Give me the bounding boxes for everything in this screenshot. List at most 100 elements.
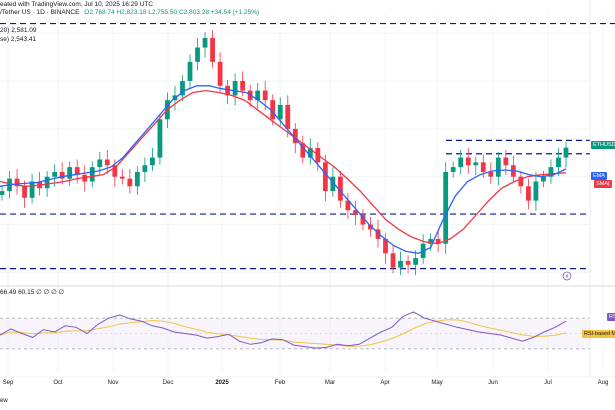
ema-legend[interactable]: 20) 2,581.09 [0,27,40,35]
rsi-legend-text: 66.49 60.15 ∅ ∅ ∅ ∅ [0,289,65,296]
candle-body [112,165,118,177]
candle-body [52,171,58,177]
sma-legend[interactable]: se) 2,543.41 [0,36,39,44]
candle-body [232,81,238,96]
x-axis-label: Nov [107,380,119,386]
x-axis-label: Apr [380,380,390,386]
candle-body [428,238,434,244]
header-created-line: eated with TradingView.com, Jul 10, 2025… [0,1,156,9]
candle-body [89,167,95,182]
candle-body [119,176,125,179]
candle-body [300,143,306,158]
x-axis-label: May [431,380,443,386]
candle-body [450,167,456,172]
candle-body [495,157,501,177]
candle-body [82,174,88,182]
candle-body [465,157,471,166]
candle-body [473,162,479,166]
rsi-line [0,311,567,349]
candle-body [187,61,193,81]
rsi-value-tag: RSI [607,313,615,321]
candle-body [67,167,73,179]
candle-body [0,191,5,195]
candle-body [458,157,464,168]
candle-body [563,147,569,158]
created-text: eated with TradingView.com, Jul 10, 2025… [0,1,154,8]
candle-body [533,181,539,201]
candle-body [270,100,276,120]
candle-body [217,61,223,86]
candle-body [195,47,200,62]
candle-body [104,159,110,166]
candle-body [390,253,396,268]
x-axis-label: Sep [2,380,14,386]
candle-body [97,159,103,168]
lightning-icon-glyph [565,273,569,279]
candle-body [292,128,298,144]
candle-body [330,176,336,192]
ema-line [0,85,567,254]
candle-body [405,260,411,265]
candle-body [541,176,546,182]
candle-body [556,157,561,168]
x-axis-label: Aug [597,380,609,386]
candle-body [157,119,163,158]
candle-body [127,178,133,187]
candle-body [398,260,403,268]
bottom-left-text: ew [0,398,8,404]
candle-body [375,229,381,239]
rsi-ma-tag: RSI-based M [582,330,615,338]
candle-body [262,90,268,101]
candle-body [488,171,494,177]
candle-body [360,215,366,225]
sma-line [0,89,567,245]
x-axis-label: Feb [274,380,286,386]
x-axis-label: Jun [488,380,498,386]
candle-body [285,104,291,129]
candle-body [202,37,208,48]
ethusd-price-tag: ETHUSD [591,141,615,149]
sma-legend-text: se) 2,543.41 [0,36,37,43]
candle-body [74,167,80,175]
rsi-legend[interactable]: 66.49 60.15 ∅ ∅ ∅ ∅ [0,289,67,297]
candle-body [518,176,524,187]
candle-body [443,171,449,244]
candle-body [383,238,388,254]
ema-legend-text: 20) 2,581.09 [0,27,37,34]
candle-body [240,81,246,91]
candle-body [14,178,20,187]
candle-body [210,37,215,62]
candle-body [142,165,148,172]
x-axis-label: Oct [53,380,63,386]
candle-body [59,171,65,179]
candle-body [322,162,328,192]
candle-body [353,210,358,215]
candle-body [368,224,373,230]
candle-body [255,90,261,101]
candle-body [29,181,35,198]
x-axis-label: Dec [162,380,174,386]
header-symbol-line: /Tether US · 1D · BINANCE O2,768.74 H2,8… [0,9,262,17]
sma-price-tag: SMA( [594,180,612,188]
candle-body [503,157,509,166]
candle-body [134,171,140,187]
candle-body [180,81,185,96]
candle-body [277,104,283,120]
candle-body [22,186,27,198]
candle-body [413,258,418,265]
x-axis-label: 2025 [215,380,229,386]
candle-body [548,167,554,177]
candle-body [345,200,351,211]
candle-body [435,238,441,244]
candle-body [225,85,230,96]
candle-body [150,157,155,166]
ema-price-tag: EMA [591,172,607,180]
ohlc-text: O2,768.74 H2,823.18 L2,755.50 C2,803.28 … [84,9,260,16]
candle-body [44,176,50,189]
x-axis-label: Jul [544,380,552,386]
candle-body [480,162,486,172]
candle-body [307,148,313,158]
candle-body [338,176,343,201]
